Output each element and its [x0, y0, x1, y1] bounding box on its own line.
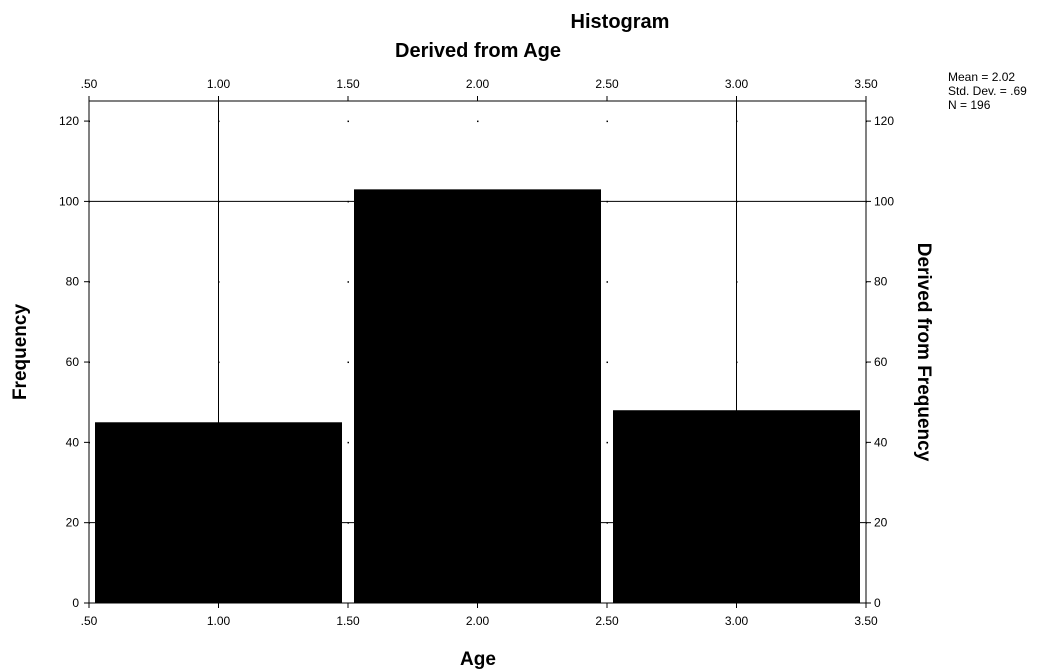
grid-dot	[606, 120, 608, 123]
y-tick-label: 80	[66, 275, 80, 289]
y-tick-label: 0	[72, 596, 79, 610]
grid-dot	[218, 120, 220, 123]
x-tick-label: 2.50	[595, 614, 619, 628]
grid-dot	[347, 281, 349, 283]
x-tick-label-top: 3.00	[725, 77, 749, 91]
histogram-bar	[95, 422, 342, 603]
grid-dot	[736, 120, 738, 123]
y-tick-label-right: 100	[874, 194, 894, 208]
grid-dot	[347, 441, 349, 444]
y-tick-label: 40	[66, 435, 80, 449]
grid-dot	[218, 281, 220, 283]
chart-subtitle: Derived from Age	[395, 40, 561, 62]
x-tick-label-top: 2.00	[466, 77, 490, 91]
histogram-bar	[354, 189, 601, 604]
grid-dot	[347, 120, 349, 123]
grid-dot	[736, 361, 738, 364]
grid-dot	[606, 200, 608, 203]
x-tick-label: 1.50	[336, 614, 360, 628]
x-tick-label: 1.00	[207, 614, 231, 628]
x-tick-label-top: 3.50	[854, 77, 878, 91]
x-tick-label: .50	[81, 614, 98, 628]
x-tick-label: 2.00	[466, 614, 490, 628]
x-tick-label-top: .50	[81, 77, 98, 91]
grid-dot	[606, 441, 608, 444]
stats-n: N = 196	[948, 98, 991, 112]
y-tick-label-right: 60	[874, 355, 888, 369]
x-tick-label-top: 1.50	[336, 77, 360, 91]
y-tick-label-right: 120	[874, 114, 894, 128]
grid-dot	[606, 522, 608, 524]
y-tick-label: 120	[59, 114, 79, 128]
grid-dot	[477, 120, 479, 123]
grid-dot	[347, 200, 349, 203]
y-tick-label-right: 80	[874, 275, 888, 289]
y-tick-label-right: 20	[874, 516, 888, 530]
grid-dot	[606, 281, 608, 283]
y-tick-label: 20	[66, 516, 80, 530]
grid-dot	[218, 200, 220, 203]
grid-dot	[606, 361, 608, 364]
stats-std-dev: Std. Dev. = .69	[948, 84, 1027, 98]
x-tick-label: 3.00	[725, 614, 749, 628]
y-tick-label: 100	[59, 194, 79, 208]
histogram-bar	[613, 410, 860, 603]
x-tick-label: 3.50	[854, 614, 878, 628]
y-tick-label: 60	[66, 355, 80, 369]
plot-area: .50 .50 1.00 1.00 1.50 1.50 2.00 2.00 2.50 2.50 3.…	[59, 77, 894, 628]
stats-mean: Mean = 2.02	[948, 70, 1015, 84]
y-tick-label-right: 0	[874, 596, 881, 610]
grid-dot	[347, 361, 349, 364]
grid-dot	[347, 522, 349, 524]
grid-dot	[736, 281, 738, 283]
chart-title: Histogram	[571, 11, 670, 33]
y-axis-label: Frequency	[10, 304, 31, 401]
grid-dot	[736, 200, 738, 203]
y2-axis-label: Derived from Frequency	[913, 243, 934, 462]
x-tick-label-top: 2.50	[595, 77, 619, 91]
x-axis-label: Age	[460, 649, 496, 670]
grid-dot	[218, 361, 220, 364]
y-tick-label-right: 40	[874, 435, 888, 449]
x-tick-label-top: 1.00	[207, 77, 231, 91]
